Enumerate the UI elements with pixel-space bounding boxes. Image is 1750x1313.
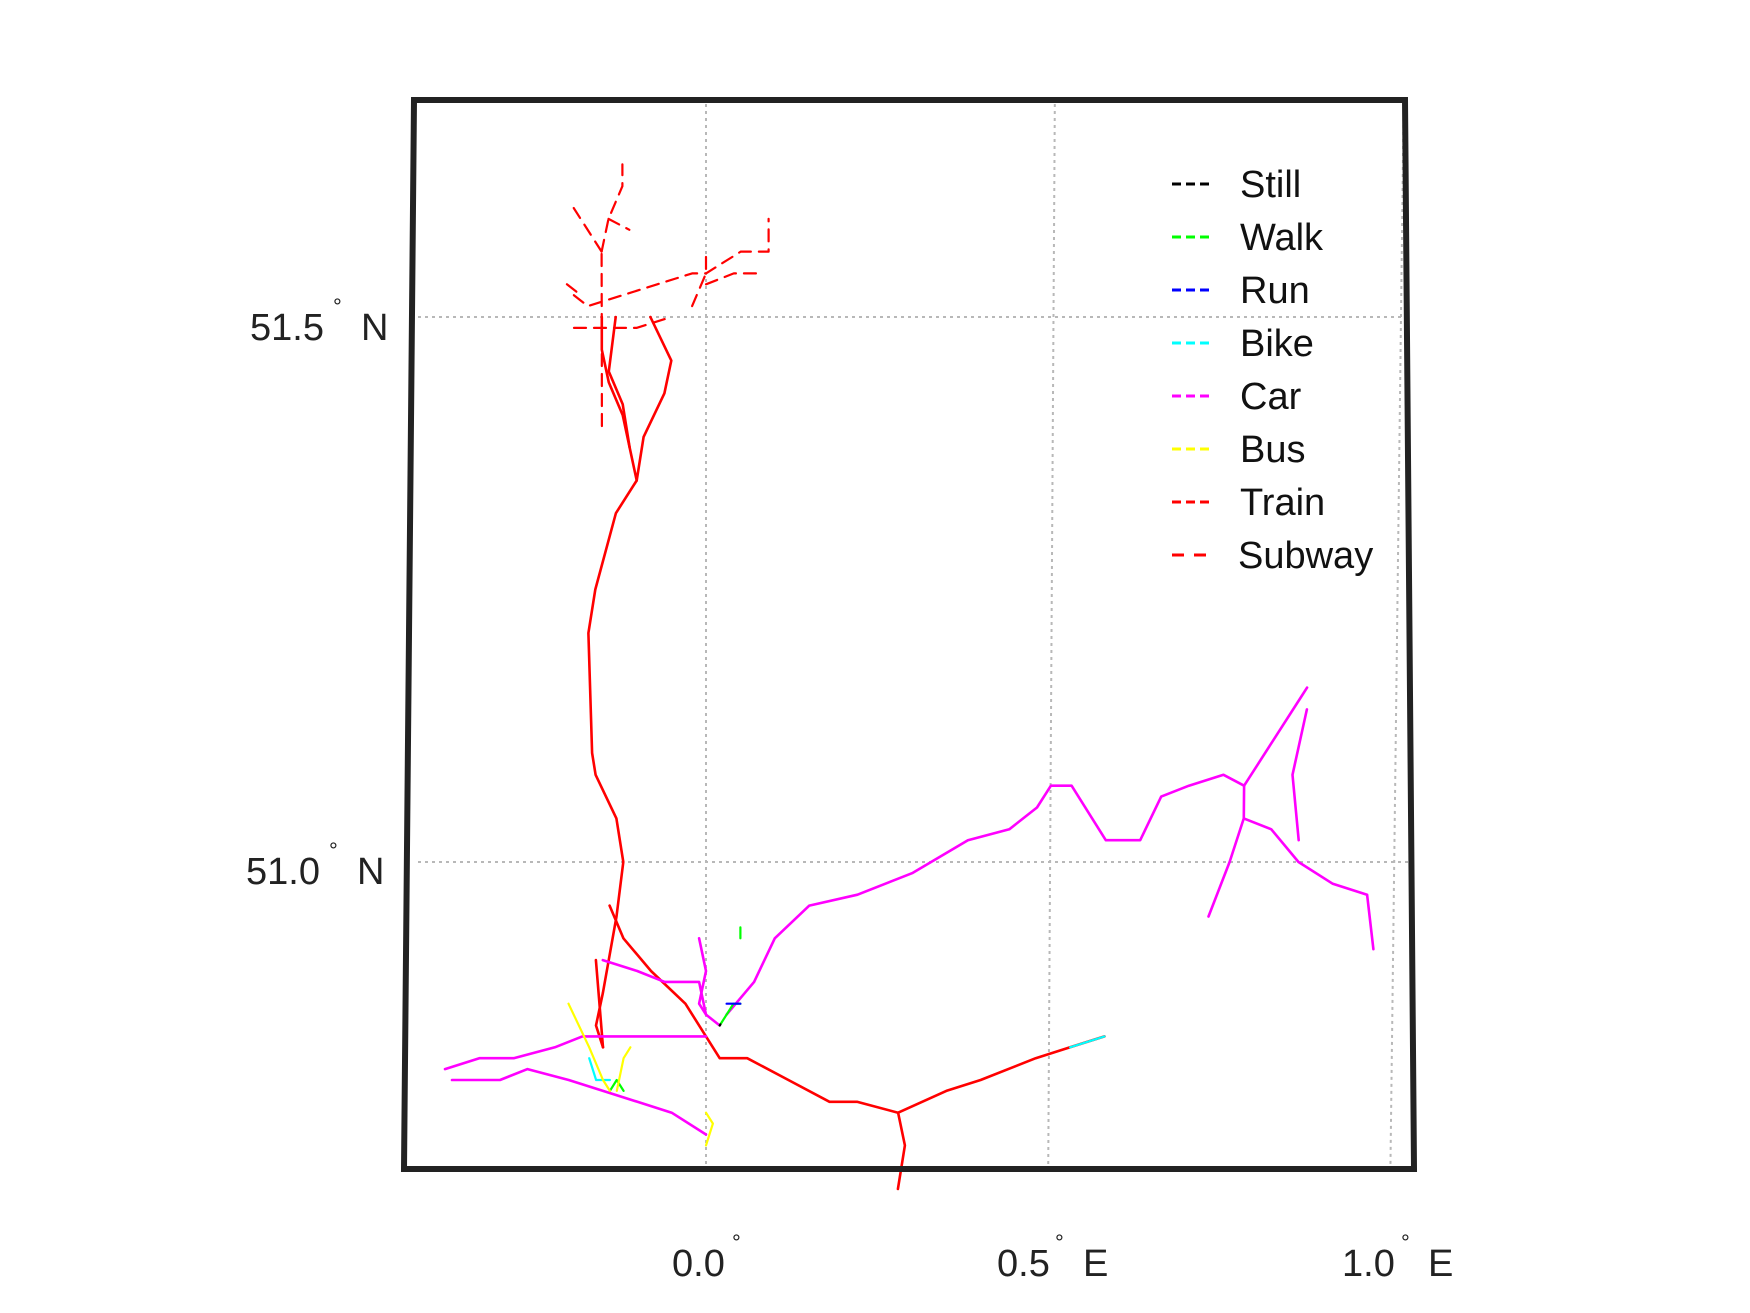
legend-label: Bus — [1240, 429, 1305, 471]
x-tick-label-2: 1.0 ° E — [1342, 1230, 1453, 1285]
y-tick-degree: ° — [333, 294, 342, 319]
y-tick-value: 51.5 — [250, 307, 324, 349]
track-car — [1207, 784, 1246, 918]
track-car — [443, 1035, 708, 1071]
track-still — [718, 1023, 722, 1027]
track-train — [635, 315, 673, 482]
track-train — [896, 1111, 907, 1191]
meridian-gridline — [1389, 103, 1405, 1167]
track-subway — [600, 163, 624, 253]
legend-label: Walk — [1240, 217, 1324, 259]
track-car — [601, 958, 722, 1027]
track-car — [450, 1067, 708, 1136]
track-car — [1291, 708, 1309, 842]
track-bus — [704, 1111, 715, 1147]
legend-item-subway: Subway — [1172, 535, 1373, 577]
track-car — [697, 936, 708, 1016]
y-tick-hemisphere: N — [357, 851, 384, 893]
x-tick-hemisphere: E — [1428, 1243, 1453, 1285]
legend-item-bus: Bus — [1172, 429, 1305, 471]
track-subway — [607, 217, 631, 231]
map-frame — [400, 97, 1418, 1172]
legend-item-walk: Walk — [1172, 217, 1324, 259]
track-bike — [1068, 1035, 1106, 1049]
legend-item-bike: Bike — [1172, 323, 1314, 365]
track-subway — [704, 272, 763, 286]
y-tick-label-1: 51.0 ° N — [246, 838, 384, 893]
legend-label: Still — [1240, 164, 1301, 206]
y-tick-hemisphere: N — [361, 307, 388, 349]
x-tick-degree: ° — [1055, 1230, 1064, 1255]
legend-label: Subway — [1238, 535, 1373, 577]
legend-item-train: Train — [1172, 482, 1325, 524]
graticule — [418, 103, 1408, 1167]
legend-label: Bike — [1240, 323, 1314, 365]
track-car — [1242, 817, 1375, 951]
meridian-gridline — [1047, 103, 1056, 1167]
legend: Still Walk Run Bike Car Bus Train Subway — [1172, 164, 1373, 577]
track-bike — [588, 1057, 612, 1082]
legend-label: Run — [1240, 270, 1310, 312]
legend-label: Car — [1240, 376, 1302, 418]
track-subway — [690, 250, 708, 308]
track-subway — [572, 217, 770, 308]
track-train — [607, 315, 632, 450]
x-tick-value: 0.0 — [672, 1243, 725, 1285]
legend-item-still: Still — [1172, 164, 1301, 206]
x-tick-value: 0.5 — [997, 1243, 1050, 1285]
track-subway — [565, 283, 583, 297]
x-tick-degree: ° — [732, 1230, 741, 1255]
track-subway — [572, 206, 603, 253]
x-tick-value: 1.0 — [1342, 1243, 1395, 1285]
track-train — [587, 315, 639, 1049]
track-bus — [567, 1002, 612, 1093]
x-tick-hemisphere: E — [1083, 1243, 1108, 1285]
track-train — [594, 958, 605, 1049]
y-tick-degree: ° — [329, 838, 338, 863]
x-tick-label-1: 0.5 ° E — [997, 1230, 1108, 1285]
y-tick-label-0: 51.5 ° N — [250, 294, 388, 349]
track-bus — [615, 1046, 632, 1093]
legend-item-run: Run — [1172, 270, 1310, 312]
x-tick-label-0: 0.0 ° — [672, 1230, 741, 1285]
legend-item-car: Car — [1172, 376, 1302, 418]
y-tick-value: 51.0 — [246, 851, 320, 893]
track-car — [1242, 686, 1309, 788]
track-train — [608, 904, 1106, 1114]
legend-label: Train — [1240, 482, 1325, 524]
x-tick-degree: ° — [1401, 1230, 1410, 1255]
track-car — [725, 773, 1246, 1016]
track-walk — [608, 1078, 625, 1093]
track-layer — [443, 163, 1375, 1191]
